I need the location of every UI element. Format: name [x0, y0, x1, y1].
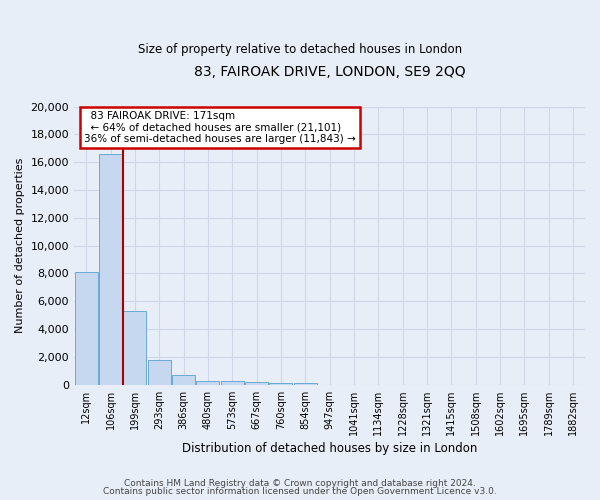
Bar: [148, 360, 171, 384]
Y-axis label: Number of detached properties: Number of detached properties: [15, 158, 25, 334]
X-axis label: Distribution of detached houses by size in London: Distribution of detached houses by size …: [182, 442, 477, 455]
Bar: [245, 382, 268, 384]
Bar: [221, 382, 244, 384]
Bar: [74, 272, 98, 384]
Text: 83 FAIROAK DRIVE: 171sqm
  ← 64% of detached houses are smaller (21,101)
36% of : 83 FAIROAK DRIVE: 171sqm ← 64% of detach…: [84, 110, 356, 144]
Title: 83, FAIROAK DRIVE, LONDON, SE9 2QQ: 83, FAIROAK DRIVE, LONDON, SE9 2QQ: [194, 65, 466, 79]
Bar: [124, 311, 146, 384]
Bar: [99, 154, 122, 384]
Bar: [196, 380, 220, 384]
Text: Contains public sector information licensed under the Open Government Licence v3: Contains public sector information licen…: [103, 487, 497, 496]
Bar: [172, 375, 195, 384]
Text: Contains HM Land Registry data © Crown copyright and database right 2024.: Contains HM Land Registry data © Crown c…: [124, 478, 476, 488]
Bar: [269, 382, 292, 384]
Bar: [293, 383, 317, 384]
Text: Size of property relative to detached houses in London: Size of property relative to detached ho…: [138, 42, 462, 56]
